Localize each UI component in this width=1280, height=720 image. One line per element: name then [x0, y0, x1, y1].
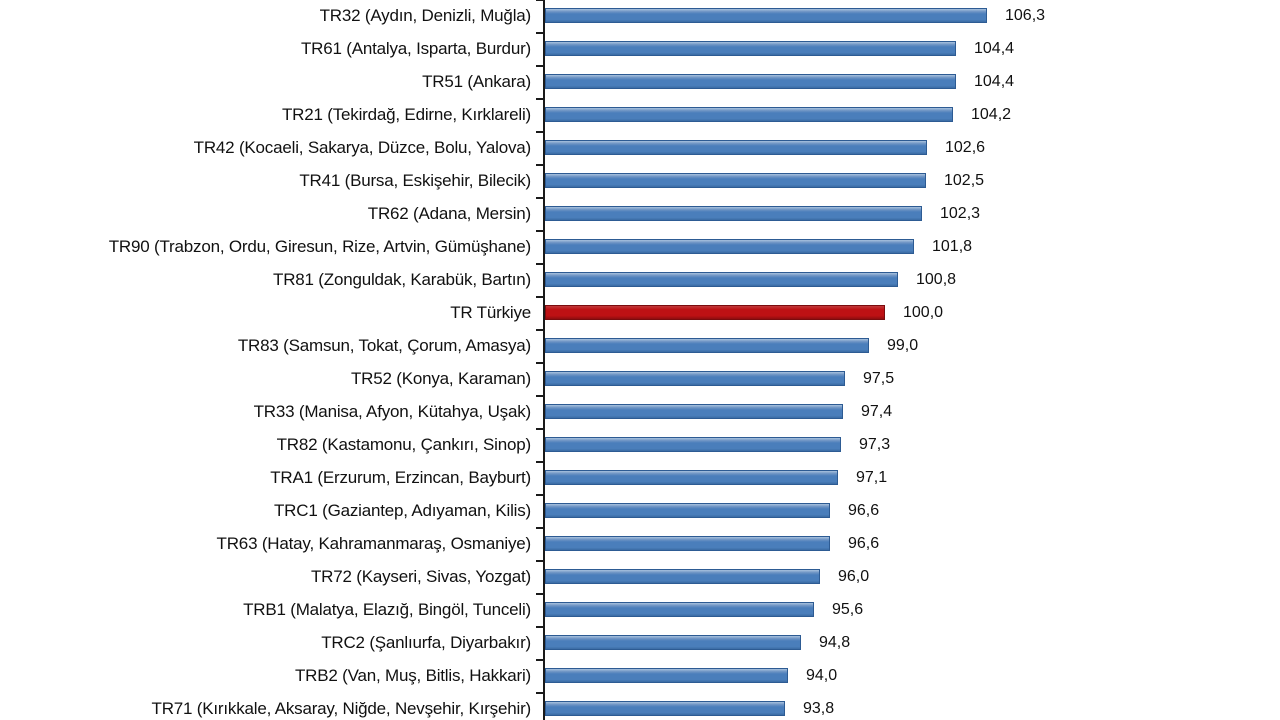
category-label: TR82 (Kastamonu, Çankırı, Sinop) — [276, 435, 532, 454]
category-label: TR32 (Aydın, Denizli, Muğla) — [319, 6, 532, 25]
value-label: 97,5 — [863, 370, 895, 387]
category-label: TR81 (Zonguldak, Karabük, Bartın) — [273, 270, 531, 289]
bar — [545, 8, 987, 23]
value-label: 94,8 — [819, 634, 851, 651]
value-label: 94,0 — [806, 667, 838, 684]
value-label: 96,6 — [848, 502, 880, 519]
value-label: 97,4 — [861, 403, 893, 420]
tick-mark — [536, 97, 543, 100]
tick-mark — [536, 559, 543, 562]
tick-mark — [536, 493, 543, 496]
value-label: 96,0 — [838, 568, 870, 585]
category-label: TR83 (Samsun, Tokat, Çorum, Amasya) — [237, 336, 531, 355]
category-label: TR90 (Trabzon, Ordu, Giresun, Rize, Artv… — [108, 237, 531, 256]
category-label: TR52 (Konya, Karaman) — [350, 369, 531, 388]
tick-mark — [536, 0, 543, 1]
value-label: 100,8 — [916, 271, 957, 288]
value-label: 106,3 — [1005, 7, 1046, 24]
category-label: TR62 (Adana, Mersin) — [367, 204, 531, 223]
bar — [545, 668, 788, 683]
tick-mark — [536, 592, 543, 595]
category-label: TR61 (Antalya, Isparta, Burdur) — [300, 39, 531, 58]
bar — [545, 338, 869, 353]
bar — [545, 602, 814, 617]
tick-mark — [536, 460, 543, 463]
tick-mark — [536, 526, 543, 529]
value-label: 102,5 — [944, 172, 985, 189]
bar — [545, 437, 841, 452]
value-label: 104,4 — [974, 73, 1015, 90]
category-label: TR63 (Hatay, Kahramanmaraş, Osmaniye) — [216, 534, 532, 553]
bar — [545, 107, 953, 122]
category-label: TRC1 (Gaziantep, Adıyaman, Kilis) — [274, 501, 531, 520]
bar — [545, 569, 820, 584]
value-label: 104,2 — [971, 106, 1012, 123]
value-label: 102,6 — [945, 139, 986, 156]
category-label: TRB1 (Malatya, Elazığ, Bingöl, Tunceli) — [243, 600, 531, 619]
tick-mark — [536, 361, 543, 364]
y-axis-line — [543, 0, 545, 720]
category-label: TR71 (Kırıkkale, Aksaray, Niğde, Nevşehi… — [151, 699, 532, 718]
tick-mark — [536, 163, 543, 166]
value-label: 102,3 — [940, 205, 981, 222]
category-label: TR33 (Manisa, Afyon, Kütahya, Uşak) — [253, 402, 532, 421]
value-label: 101,8 — [932, 238, 973, 255]
value-label: 104,4 — [974, 40, 1015, 57]
value-label: 99,0 — [887, 337, 919, 354]
tick-mark — [536, 427, 543, 430]
tick-mark — [536, 328, 543, 331]
bar-highlight-turkiye — [545, 305, 885, 320]
bar — [545, 206, 922, 221]
bar — [545, 470, 838, 485]
category-label: TRC2 (Şanlıurfa, Diyarbakır) — [321, 633, 531, 652]
value-label: 95,6 — [832, 601, 864, 618]
bar — [545, 272, 898, 287]
value-label: 100,0 — [903, 304, 944, 321]
tick-mark — [536, 229, 543, 232]
category-label: TRB2 (Van, Muş, Bitlis, Hakkari) — [294, 666, 531, 685]
bar — [545, 41, 956, 56]
tick-mark — [536, 262, 543, 265]
bar — [545, 503, 830, 518]
category-label: TR41 (Bursa, Eskişehir, Bilecik) — [299, 171, 531, 190]
tick-mark — [536, 658, 543, 661]
category-label: TR42 (Kocaeli, Sakarya, Düzce, Bolu, Yal… — [193, 138, 532, 157]
bar — [545, 239, 914, 254]
bar — [545, 536, 830, 551]
tick-mark — [536, 295, 543, 298]
tick-mark — [536, 31, 543, 34]
bar — [545, 701, 785, 716]
bar — [545, 173, 926, 188]
tick-mark — [536, 196, 543, 199]
category-label: TR21 (Tekirdağ, Edirne, Kırklareli) — [281, 105, 531, 124]
category-label: TR Türkiye — [450, 303, 531, 322]
tick-mark — [536, 130, 543, 133]
bar — [545, 635, 801, 650]
value-label: 93,8 — [803, 700, 835, 717]
category-label: TR72 (Kayseri, Sivas, Yozgat) — [310, 567, 531, 586]
tick-mark — [536, 394, 543, 397]
bar — [545, 140, 927, 155]
bar — [545, 74, 956, 89]
tick-mark — [536, 64, 543, 67]
value-label: 97,1 — [856, 469, 888, 486]
category-label: TRA1 (Erzurum, Erzincan, Bayburt) — [270, 468, 531, 487]
value-label: 97,3 — [859, 436, 891, 453]
category-label: TR51 (Ankara) — [422, 72, 531, 91]
value-label: 96,6 — [848, 535, 880, 552]
tick-mark — [536, 691, 543, 694]
bar — [545, 404, 843, 419]
bar — [545, 371, 845, 386]
tick-mark — [536, 625, 543, 628]
